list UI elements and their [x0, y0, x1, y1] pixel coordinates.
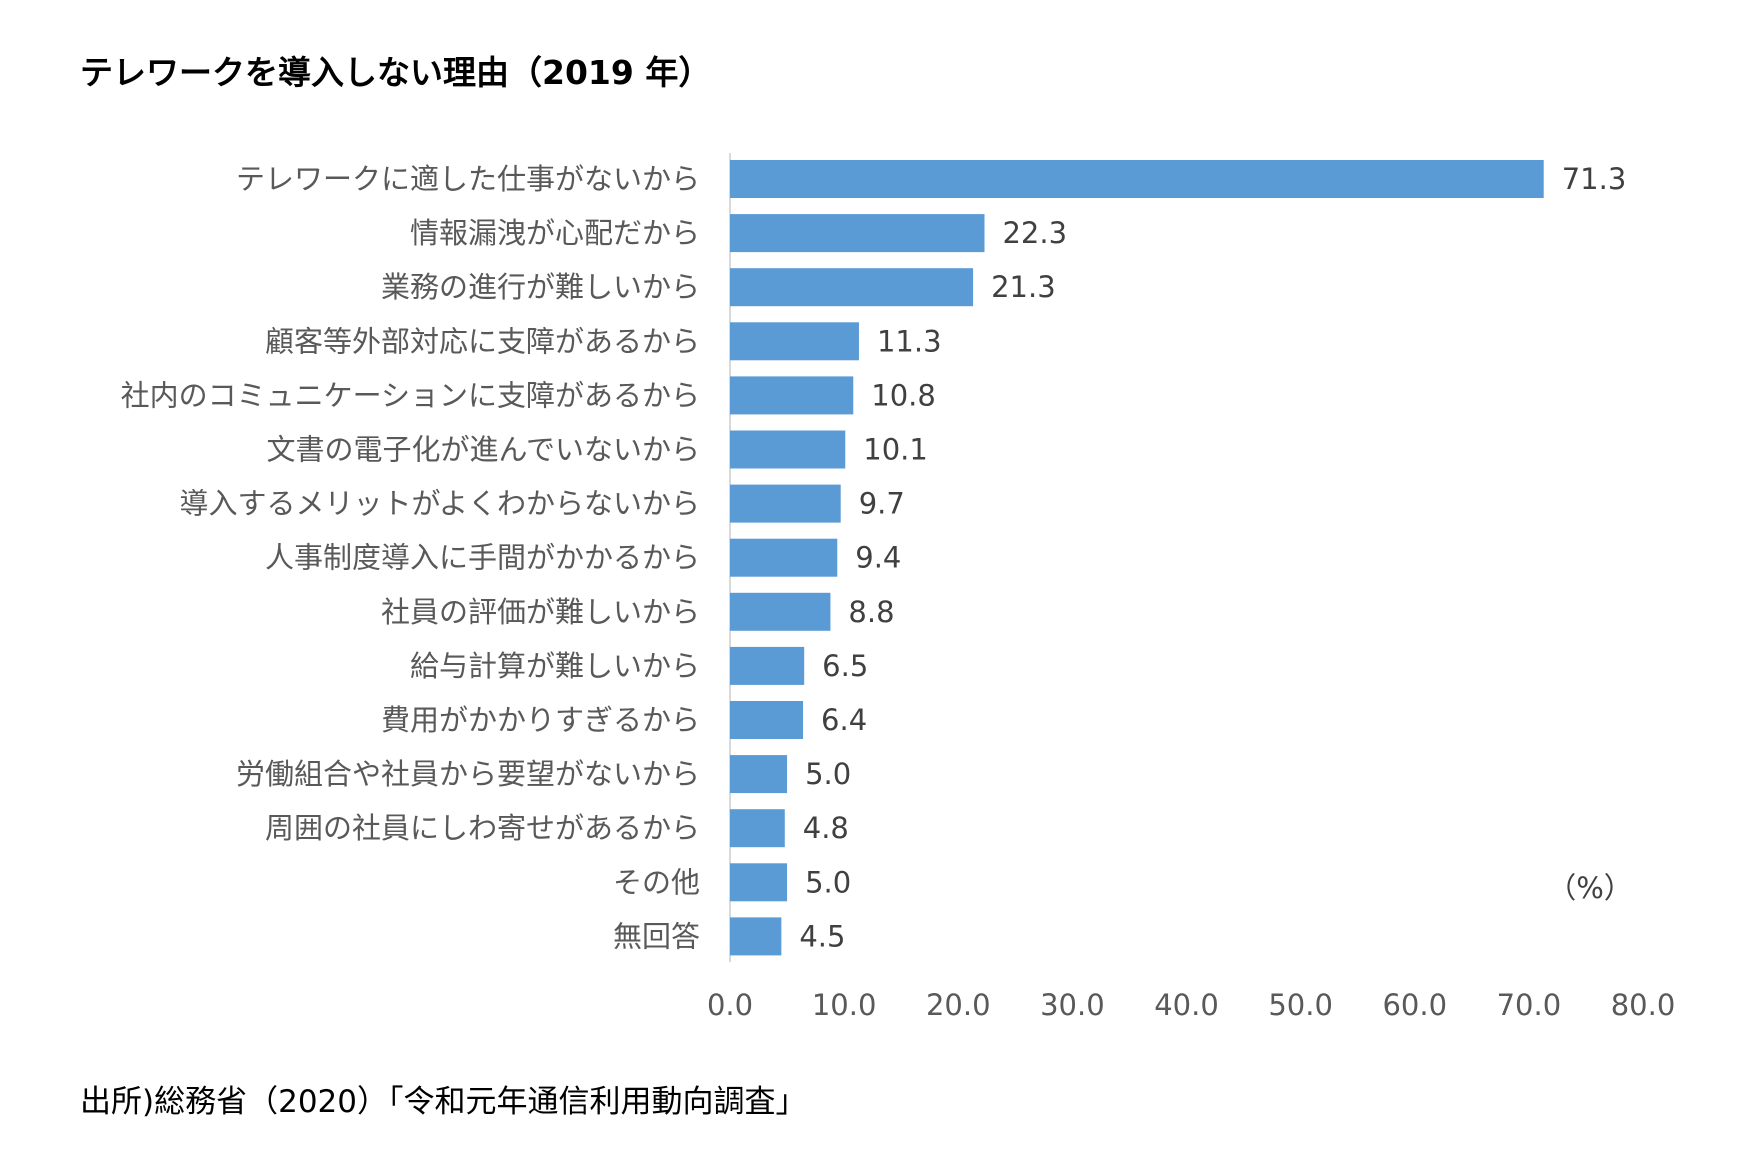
bars-group [730, 160, 1544, 956]
bar [730, 538, 838, 577]
bar [730, 809, 785, 848]
category-label: 社内のコミュニケーションに支障があるから [121, 378, 700, 412]
category-label: その他 [613, 865, 700, 899]
x-tick-label: 70.0 [1497, 988, 1562, 1022]
value-label: 4.5 [799, 919, 845, 953]
category-label: 顧客等外部対応に支障があるから [265, 324, 700, 358]
bar [730, 430, 846, 469]
value-label: 4.8 [803, 811, 849, 845]
category-label: テレワークに適した仕事がないから [236, 162, 700, 196]
value-label: 71.3 [1562, 162, 1627, 196]
value-labels-group: 71.3 22.3 21.3 11.3 10.8 10.1 9.7 9.4 8.8 6.5 6.4 5… [799, 162, 1626, 953]
category-label: 労働組合や社員から要望がないから [236, 757, 700, 791]
category-label: 費用がかかりすぎるから [381, 703, 700, 737]
bar [730, 484, 841, 523]
value-label: 6.5 [822, 649, 868, 683]
x-tick-label: 0.0 [707, 988, 753, 1022]
category-label: 給与計算が難しいから [410, 649, 700, 683]
value-label: 6.4 [821, 703, 867, 737]
category-label: 人事制度導入に手間がかかるから [265, 541, 700, 575]
bar [730, 701, 804, 739]
value-label: 22.3 [1002, 216, 1067, 250]
value-label: 5.0 [805, 757, 851, 791]
category-label: 周囲の社員にしわ寄せがあるから [265, 811, 700, 845]
value-label: 11.3 [877, 324, 942, 358]
bar [730, 646, 805, 685]
value-label: 10.1 [863, 433, 928, 467]
x-tick-label: 60.0 [1382, 988, 1447, 1022]
value-label: 21.3 [991, 270, 1056, 304]
bar [730, 376, 854, 415]
bar [730, 160, 1544, 198]
x-tick-label: 10.0 [812, 988, 877, 1022]
bar [730, 863, 788, 902]
unit-label: （%） [1547, 871, 1633, 905]
bar [730, 755, 788, 794]
category-label: 情報漏洩が心配だから [410, 216, 700, 250]
source-note: 出所)総務省（2020）「令和元年通信利用動向調査」 [80, 1084, 807, 1120]
x-tick-label: 30.0 [1040, 988, 1105, 1022]
value-label: 5.0 [805, 865, 851, 899]
x-tick-label: 80.0 [1611, 988, 1676, 1022]
category-label: 無回答 [613, 919, 700, 953]
bar [730, 214, 985, 253]
chart-title: テレワークを導入しない理由（2019 年） [80, 53, 712, 92]
x-tick-label: 40.0 [1154, 988, 1219, 1022]
value-label: 10.8 [871, 378, 936, 412]
bar [730, 917, 782, 956]
x-tick-label: 50.0 [1268, 988, 1333, 1022]
bar [730, 592, 831, 631]
bar [730, 322, 859, 361]
category-label: 導入するメリットがよくわからないから [179, 487, 700, 521]
x-tick-labels-group: 0.0 10.0 20.0 30.0 40.0 50.0 60.0 70.0 80.0 [707, 988, 1675, 1022]
category-labels-group: テレワークに適した仕事がないから情報漏洩が心配だから業務の進行が難しいから顧客等… [121, 162, 700, 953]
value-label: 9.4 [855, 541, 901, 575]
category-label: 文書の電子化が進んでいないから [266, 433, 700, 467]
value-label: 9.7 [859, 487, 905, 521]
value-label: 8.8 [848, 595, 894, 629]
category-label: 社員の評価が難しいから [381, 595, 700, 629]
x-tick-label: 20.0 [926, 988, 991, 1022]
category-label: 業務の進行が難しいから [381, 270, 700, 304]
bar [730, 268, 974, 307]
